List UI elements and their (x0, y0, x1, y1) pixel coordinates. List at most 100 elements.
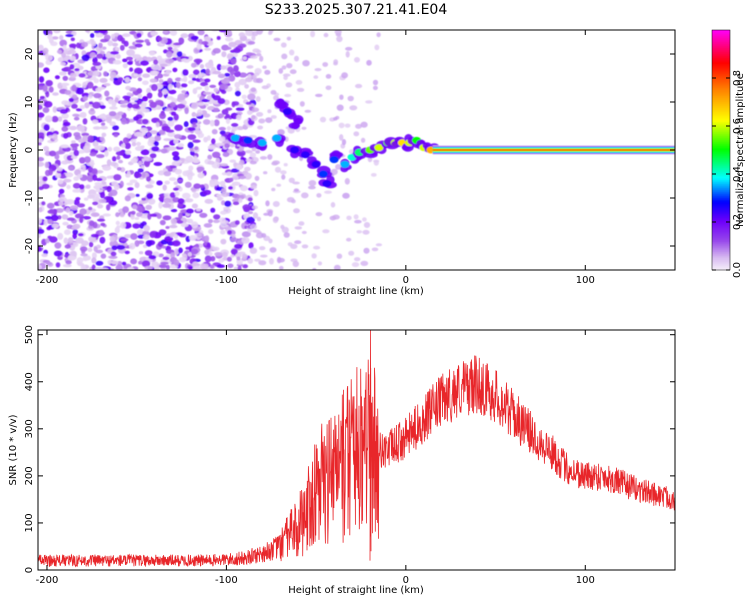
noise-blob (158, 253, 164, 258)
noise-blob (157, 73, 164, 79)
noise-blob (207, 160, 215, 165)
noise-blob (236, 126, 245, 131)
noise-blob (204, 47, 212, 51)
colorbar-segment (712, 94, 730, 97)
noise-blob (209, 264, 215, 269)
noise-blob (44, 115, 53, 123)
noise-blob (197, 102, 205, 106)
noise-blob (193, 265, 202, 270)
noise-blob (143, 157, 153, 162)
noise-blob (182, 170, 189, 177)
noise-blob (315, 212, 323, 217)
noise-blob (130, 233, 138, 240)
noise-blob (131, 210, 136, 215)
noise-blob (232, 198, 241, 203)
noise-blob (110, 251, 117, 257)
colorbar-tick-label: 0.4 (732, 166, 743, 182)
colorbar: 0.0 0.2 0.4 0.6 0.8 Normalized spectral ampl… (711, 29, 746, 278)
noise-blob (236, 164, 243, 170)
colorbar-segment (712, 254, 730, 257)
noise-blob (76, 42, 81, 49)
colorbar-frame (711, 29, 731, 271)
colorbar-segment (712, 176, 730, 179)
colorbar-segment (712, 32, 730, 35)
noise-blob (142, 73, 151, 78)
noise-blob (165, 226, 170, 229)
noise-blob (137, 93, 143, 99)
noise-blob (122, 63, 128, 69)
noise-blob (82, 81, 87, 89)
noise-blob (45, 238, 50, 244)
noise-blob (138, 200, 147, 205)
noise-blob (301, 230, 307, 235)
noise-blob (218, 126, 226, 131)
noise-blob (187, 141, 194, 149)
noise-blob (265, 117, 273, 123)
noise-blob (57, 179, 64, 185)
noise-blob (101, 181, 107, 185)
noise-blob (229, 177, 234, 182)
noise-blob (90, 33, 95, 38)
noise-blob (278, 68, 284, 74)
noise-blob (219, 180, 226, 186)
noise-blob (238, 72, 248, 78)
noise-blob (274, 166, 282, 173)
colorbar-segment (712, 186, 730, 189)
noise-blob (73, 116, 80, 121)
track-core (230, 134, 240, 142)
noise-blob (142, 80, 149, 86)
noise-blob (141, 171, 146, 178)
noise-blob (182, 69, 189, 76)
noise-blob (229, 159, 237, 163)
noise-blob (342, 192, 350, 199)
noise-blob (229, 69, 235, 76)
noise-blob (271, 161, 279, 166)
noise-blob (184, 198, 194, 203)
noise-blob (65, 34, 74, 37)
noise-blob (190, 102, 199, 110)
noise-blob (237, 265, 242, 270)
noise-blob (193, 113, 200, 117)
noise-blob (54, 242, 62, 249)
noise-blob (203, 91, 212, 95)
noise-blob (60, 61, 66, 66)
noise-blob (162, 256, 170, 261)
noise-blob (188, 80, 195, 85)
noise-blob (293, 208, 300, 214)
y-tick-label: 500 (24, 325, 35, 344)
noise-blob (44, 161, 50, 169)
noise-blob (42, 47, 49, 55)
noise-blob (299, 101, 305, 107)
noise-blob (249, 161, 257, 165)
noise-blob (313, 245, 321, 250)
noise-blob (139, 127, 148, 133)
noise-blob (236, 256, 241, 261)
y-tick-label: -10 (24, 190, 35, 206)
noise-blob (43, 101, 53, 108)
noise-blob (220, 191, 230, 197)
noise-blob (203, 36, 211, 42)
noise-blob (151, 146, 160, 152)
spectrogram-x-label: Height of straight line (km) (288, 286, 424, 297)
noise-blob (81, 165, 86, 172)
noise-blob (344, 178, 350, 185)
noise-blob (216, 63, 222, 71)
noise-blob (41, 183, 50, 189)
noise-blob (220, 238, 227, 245)
noise-blob (43, 67, 50, 73)
noise-blob (145, 184, 154, 189)
chart-title: S233.2025.307.21.41.E04 (264, 2, 448, 18)
colorbar-segment (712, 146, 730, 149)
noise-blob (336, 253, 343, 259)
noise-blob (173, 181, 179, 186)
noise-blob (115, 47, 120, 51)
noise-blob (163, 197, 172, 204)
noise-blob (174, 191, 180, 197)
noise-blob (100, 253, 107, 259)
noise-blob (281, 226, 289, 234)
noise-blob (225, 37, 234, 42)
noise-blob (310, 30, 316, 38)
noise-blob (62, 44, 67, 51)
colorbar-segment (712, 72, 730, 75)
noise-blob (53, 30, 61, 34)
